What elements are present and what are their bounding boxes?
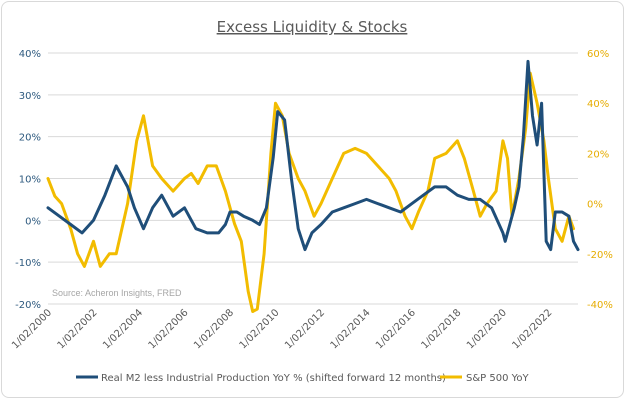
legend-label-sp500: S&P 500 YoY — [466, 373, 530, 384]
x-tick-label: 1/02/2006 — [147, 307, 191, 351]
left-tick-label: 20% — [19, 133, 41, 144]
grid-lines — [48, 52, 578, 305]
chart-title: Excess Liquidity & Stocks — [217, 18, 408, 36]
source-note: Source: Acheron Insights, FRED — [52, 288, 182, 298]
left-tick-label: -10% — [15, 258, 41, 269]
right-tick-label: 60% — [587, 49, 609, 60]
left-tick-label: 0% — [25, 216, 41, 227]
left-tick-label: 10% — [19, 175, 41, 186]
x-tick-label: 1/02/2012 — [283, 307, 327, 351]
x-tick-label: 1/02/2008 — [192, 307, 236, 351]
x-tick-label: 1/02/2018 — [420, 307, 464, 351]
x-tick-label: 1/02/2020 — [465, 307, 509, 351]
right-tick-label: 0% — [587, 200, 603, 211]
left-axis-ticks: 40% 30% 20% 10% 0% -10% -20% — [15, 49, 41, 311]
left-tick-label: 30% — [19, 91, 41, 102]
series-line-sp500 — [46, 71, 575, 313]
x-axis-ticks: 1/02/2000 1/02/2002 1/02/2004 1/02/2006 1/02… — [10, 307, 554, 351]
legend-label-m2: Real M2 less Industrial Production YoY %… — [101, 373, 446, 384]
right-axis-ticks: 60% 40% 20% 0% -20% -40% — [587, 49, 613, 311]
series-line-m2 — [46, 59, 580, 252]
series-layer — [46, 59, 580, 313]
left-tick-label: -20% — [15, 300, 41, 311]
right-tick-label: -40% — [587, 300, 613, 311]
x-tick-label: 1/02/2022 — [511, 307, 555, 351]
x-tick-label: 1/02/2016 — [374, 307, 418, 351]
right-tick-label: 20% — [587, 149, 609, 160]
x-tick-label: 1/02/2010 — [238, 307, 282, 351]
right-tick-label: 40% — [587, 99, 609, 110]
right-tick-label: -20% — [587, 250, 613, 261]
x-tick-label: 1/02/2014 — [329, 307, 373, 351]
x-tick-label: 1/02/2000 — [10, 307, 54, 351]
left-tick-label: 40% — [19, 49, 41, 60]
x-tick-label: 1/02/2004 — [101, 307, 145, 351]
x-tick-label: 1/02/2002 — [56, 307, 100, 351]
legend: Real M2 less Industrial Production YoY %… — [76, 373, 530, 384]
